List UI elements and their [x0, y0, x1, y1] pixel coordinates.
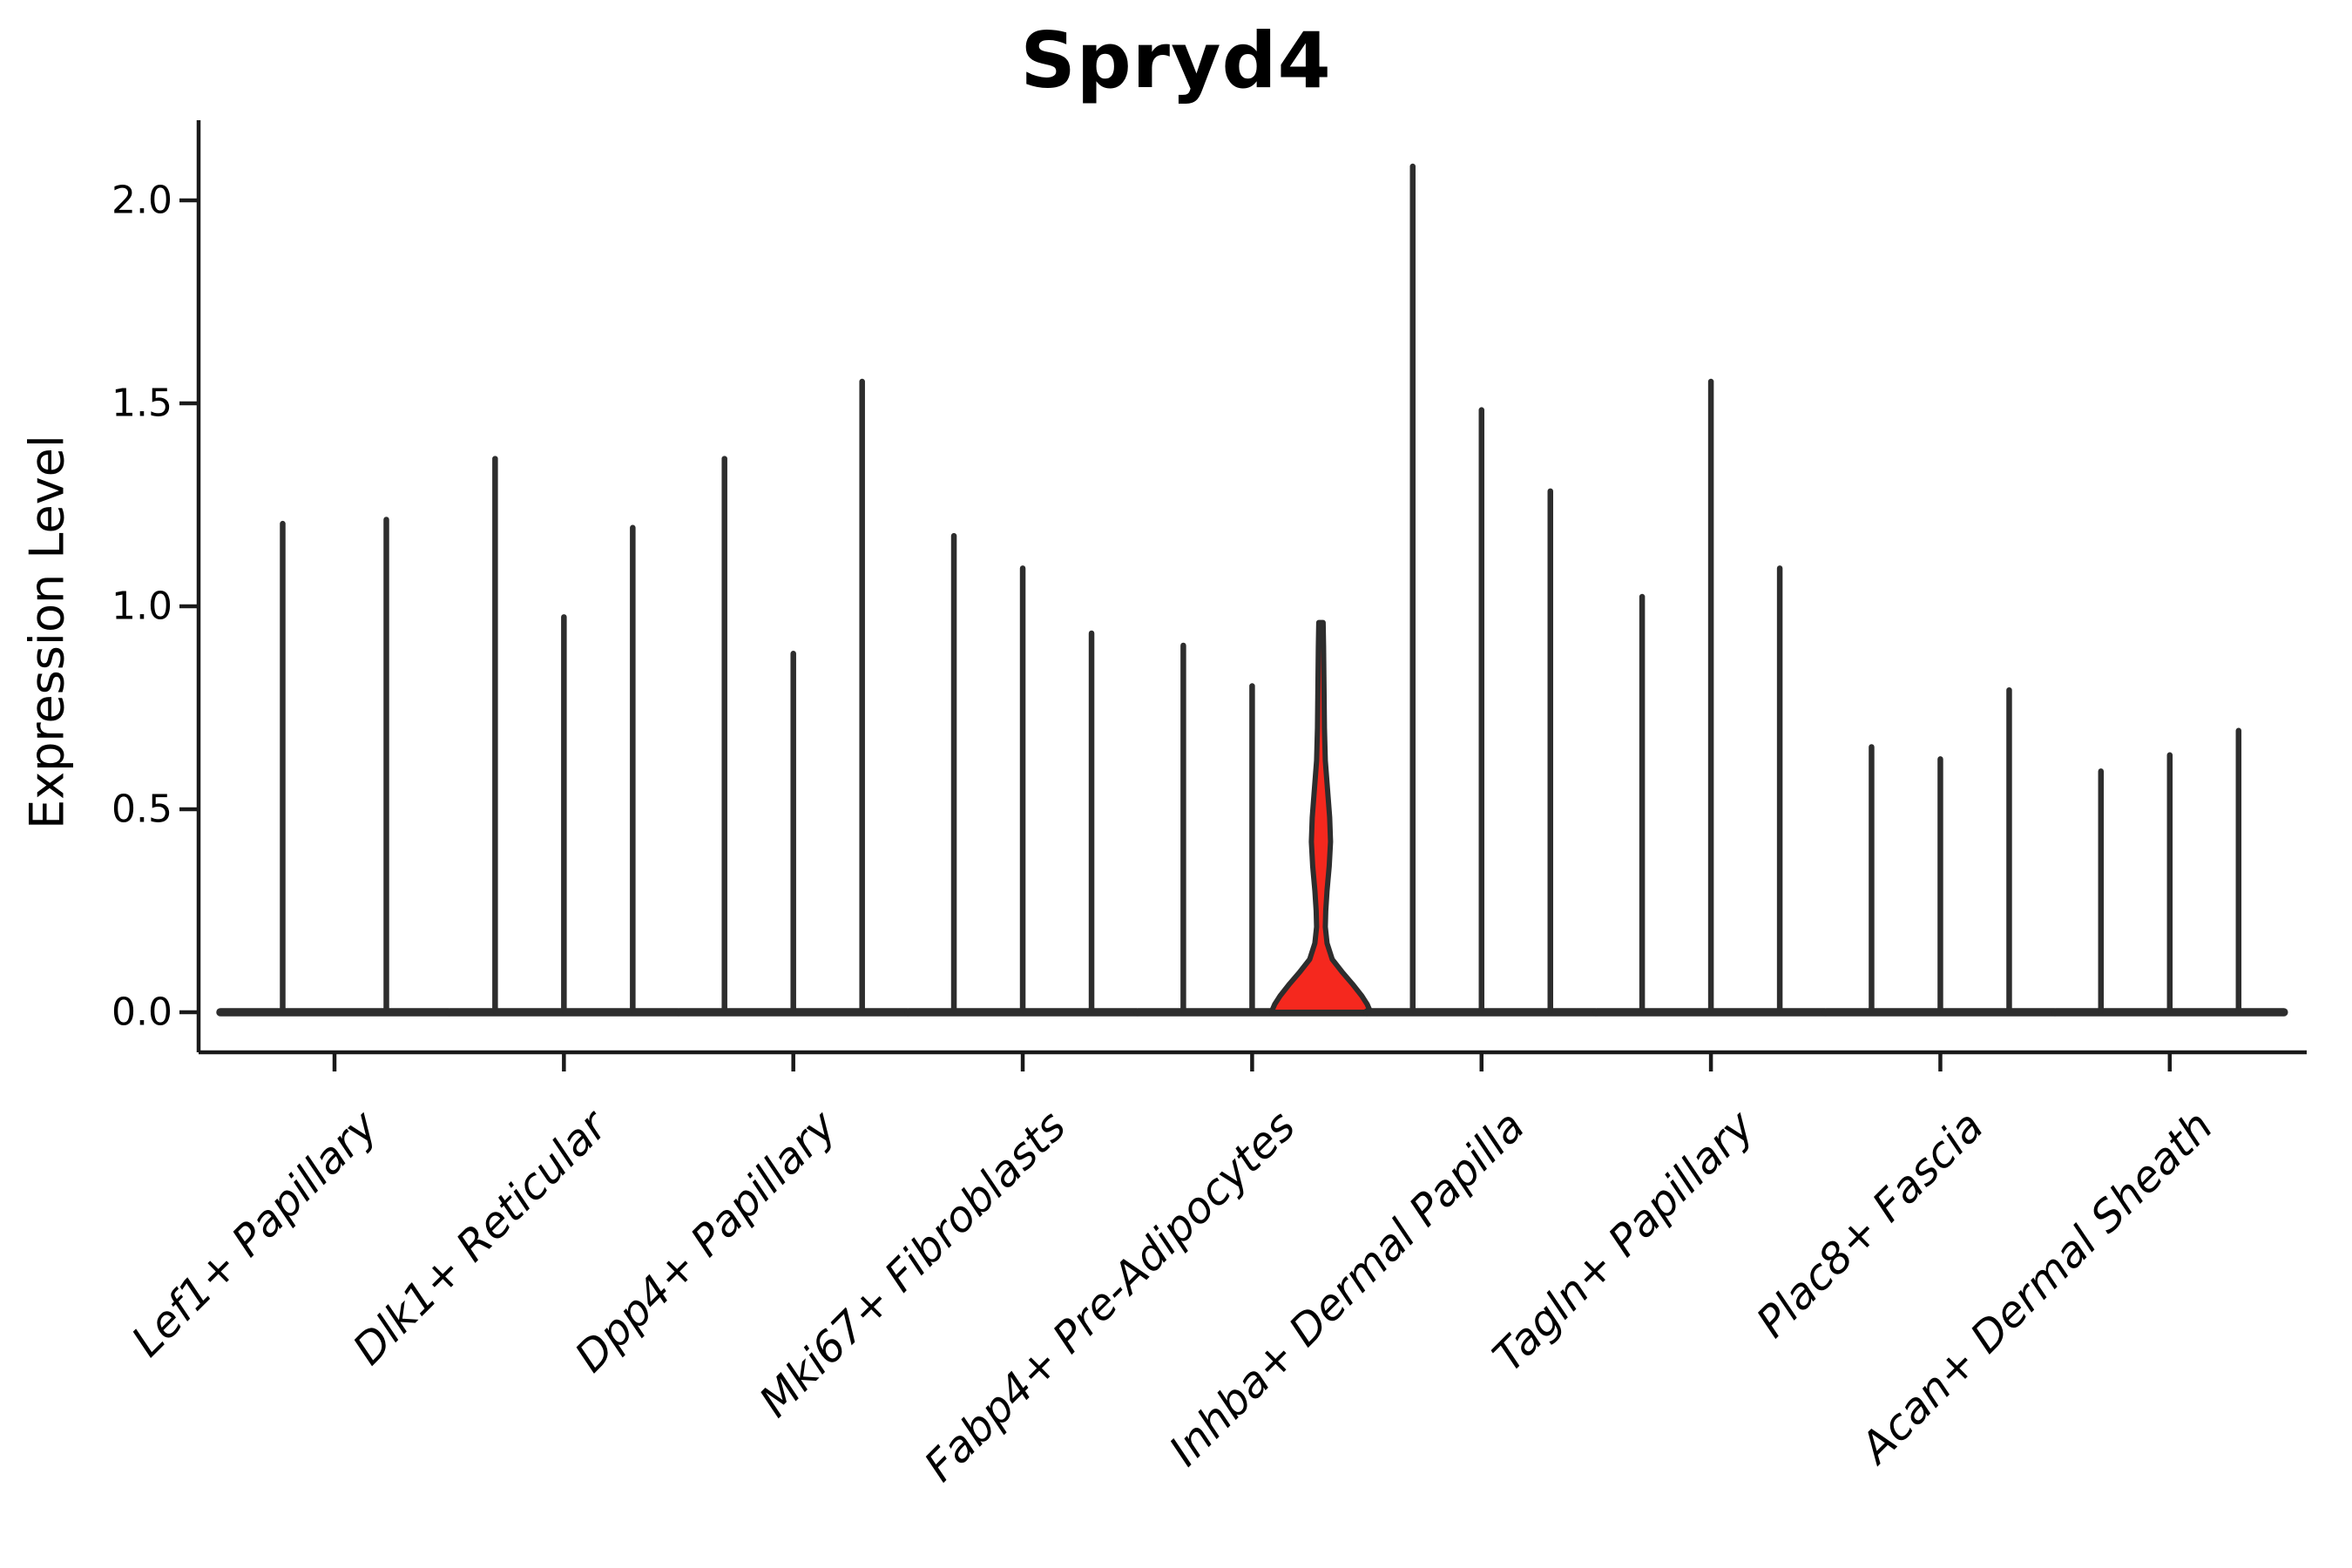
highlighted-violin — [1269, 619, 1373, 1015]
x-tick-label: Lef1+ Papillary — [122, 1100, 388, 1366]
y-tick-label: 1.5 — [112, 382, 172, 426]
x-tick-label: Fabp4+ Pre-Adipocytes — [915, 1101, 1305, 1491]
x-tick-label: Plac8+ Fascia — [1747, 1101, 1993, 1347]
chart-title: Spryd4 — [1020, 16, 1332, 105]
y-tick-label: 0.5 — [112, 787, 172, 832]
y-tick-label: 1.0 — [112, 585, 172, 629]
x-tick-label: Dlk1+ Reticular — [343, 1099, 618, 1374]
y-tick-label: 0.0 — [112, 990, 172, 1035]
y-tick-label: 2.0 — [112, 179, 172, 223]
